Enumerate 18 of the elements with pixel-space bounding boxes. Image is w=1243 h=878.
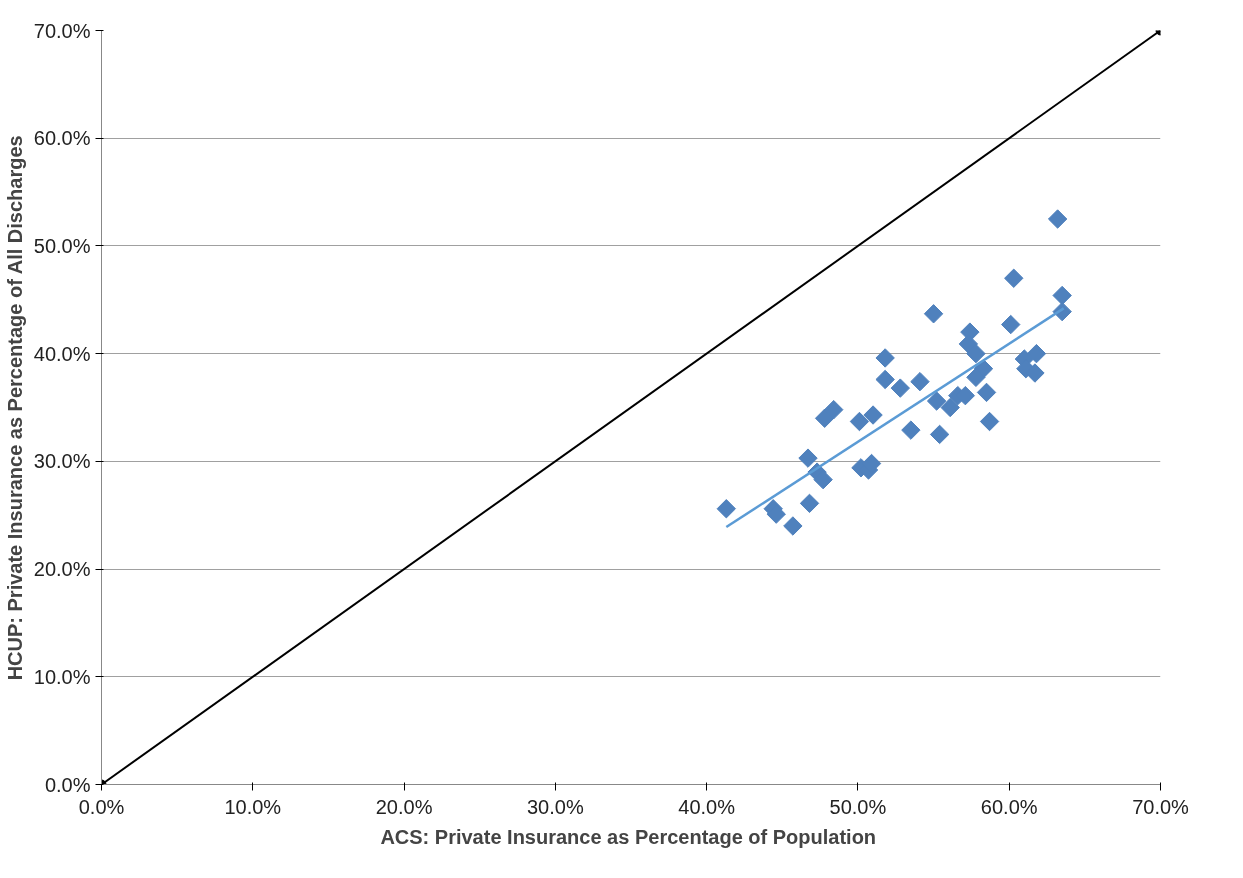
y-axis-title: HCUP: Private Insurance as Percentage of All Discharges bbox=[3, 135, 26, 681]
x-tick-label: 20.0% bbox=[375, 795, 433, 818]
y-tick-label: 40.0% bbox=[33, 342, 91, 365]
x-tick-label: 70.0% bbox=[1132, 795, 1190, 818]
x-tick-label: 10.0% bbox=[224, 795, 282, 818]
x-tick-label: 50.0% bbox=[829, 795, 887, 818]
x-tick-label: 0.0% bbox=[78, 795, 125, 818]
y-tick-label: 0.0% bbox=[44, 773, 91, 796]
y-tick-label: 20.0% bbox=[33, 558, 91, 581]
x-tick-label: 30.0% bbox=[527, 795, 584, 818]
y-tick-label: 70.0% bbox=[33, 19, 91, 42]
x-tick-label: 60.0% bbox=[980, 795, 1038, 818]
y-tick-label: 10.0% bbox=[33, 665, 91, 688]
y-tick-label: 60.0% bbox=[33, 127, 91, 150]
x-axis-title: ACS: Private Insurance as Percentage of Population bbox=[380, 825, 877, 848]
x-tick-label: 40.0% bbox=[678, 795, 736, 818]
y-tick-label: 30.0% bbox=[33, 450, 91, 473]
y-tick-label: 50.0% bbox=[33, 234, 91, 257]
